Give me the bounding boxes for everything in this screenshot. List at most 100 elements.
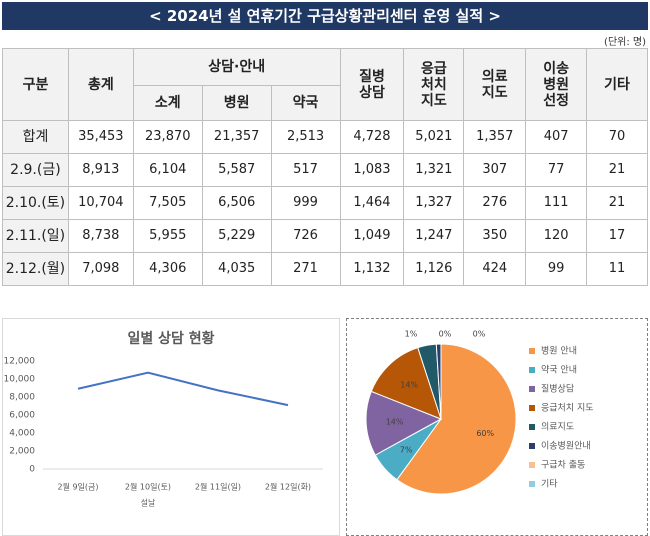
header-cell: 기타 xyxy=(586,48,648,121)
table-cell: 21 xyxy=(586,186,648,220)
table-row: 2.12.(월) 7,098 4,306 4,035 271 1,132 1,126 424 9… xyxy=(2,252,648,286)
header-cell: 의료 지도 xyxy=(463,48,527,121)
legend-swatch xyxy=(529,405,535,411)
table-cell: 120 xyxy=(525,219,588,253)
table-cell: 407 xyxy=(525,120,588,154)
table-row: 2.9.(금) 8,913 6,104 5,587 517 1,083 1,321 307 77… xyxy=(2,153,648,187)
table-cell: 2.12.(월) xyxy=(2,252,69,286)
pie-label: 7% xyxy=(400,445,413,454)
pie-label: 0% xyxy=(439,330,452,339)
table-cell: 8,738 xyxy=(67,219,134,253)
table-cell: 8,913 xyxy=(67,153,134,187)
table-cell: 307 xyxy=(463,153,527,187)
table-cell: 517 xyxy=(270,153,341,187)
legend-label: 기타 xyxy=(541,479,558,490)
y-tick-label: 8,000 xyxy=(9,393,35,403)
table-row: 합계 35,453 23,870 21,357 2,513 4,728 5,021 1,357… xyxy=(2,120,648,154)
table-cell: 21,357 xyxy=(201,120,272,154)
table-cell: 2,513 xyxy=(270,120,341,154)
table-cell: 1,049 xyxy=(339,219,405,253)
table-cell: 4,306 xyxy=(132,252,203,286)
legend-label: 의료지도 xyxy=(541,422,574,433)
header-cell: 질병 상담 xyxy=(339,48,405,121)
table-cell: 6,104 xyxy=(132,153,203,187)
table-cell: 350 xyxy=(463,219,527,253)
pie-slice xyxy=(396,343,517,495)
pie-label: 60% xyxy=(476,429,494,438)
table-cell: 1,132 xyxy=(339,252,405,286)
header-row: 구분 총계 상담·안내 질병 상담 응급 처치 지도 의료 지도 이송 병원 선정 기타 xyxy=(2,48,648,121)
table-cell: 5,021 xyxy=(403,120,465,154)
table-cell: 999 xyxy=(270,186,341,220)
y-tick-label: 6,000 xyxy=(9,411,35,421)
table-cell: 7,098 xyxy=(67,252,134,286)
table-cell: 111 xyxy=(525,186,588,220)
header-cell: 총계 xyxy=(67,48,134,121)
header-cell: 약국 xyxy=(270,85,341,121)
pie-label: 14% xyxy=(400,381,418,390)
legend-label: 병원 안내 xyxy=(541,346,577,357)
table-cell: 1,327 xyxy=(403,186,465,220)
legend-label: 이송병원안내 xyxy=(541,441,591,452)
table-cell: 99 xyxy=(525,252,588,286)
table-cell: 2.11.(일) xyxy=(2,219,69,253)
legend-label: 구급차 출동 xyxy=(541,459,585,471)
table-cell: 23,870 xyxy=(132,120,203,154)
table-cell: 424 xyxy=(463,252,527,286)
y-tick-label: 4,000 xyxy=(9,429,35,439)
table-cell: 4,035 xyxy=(201,252,272,286)
table-cell: 1,321 xyxy=(403,153,465,187)
header-cell: 병원 xyxy=(201,85,272,121)
table-cell: 11 xyxy=(586,252,648,286)
table-cell: 70 xyxy=(586,120,648,154)
table-cell: 6,506 xyxy=(201,186,272,220)
header-cell: 소계 xyxy=(132,85,203,121)
table-cell: 2.10.(토) xyxy=(2,186,69,220)
legend-swatch xyxy=(529,443,535,449)
table-cell: 7,505 xyxy=(132,186,203,220)
x-tick-label: 2월 12일(화) xyxy=(265,482,311,492)
pie-slice xyxy=(365,390,443,456)
table-cell: 726 xyxy=(270,219,341,253)
y-tick-label: 2,000 xyxy=(9,447,35,457)
legend-swatch xyxy=(529,462,535,468)
header-cell: 상담·안내 xyxy=(132,48,341,86)
title: < 2024년 설 연휴기간 구급상황관리센터 운영 실적 > xyxy=(2,2,648,30)
pie-label: 1% xyxy=(405,330,418,339)
table-cell: 합계 xyxy=(2,120,69,154)
x-tick-label: 2월 9일(금) xyxy=(57,482,98,492)
y-tick-label: 0 xyxy=(29,465,35,475)
chart-title: 일별 상담 현황 xyxy=(127,330,214,347)
legend-label: 질병상담 xyxy=(541,383,574,395)
table-cell: 21 xyxy=(586,153,648,187)
table-cell: 10,704 xyxy=(67,186,134,220)
line-chart: 일별 상담 현황 0 2,000 4,000 6,000 8,000 10,000 12,0… xyxy=(2,318,340,536)
legend-swatch xyxy=(529,348,535,354)
table-cell: 271 xyxy=(270,252,341,286)
table: 구분 총계 상담·안내 질병 상담 응급 처치 지도 의료 지도 이송 병원 선정 기타 소계 병… xyxy=(2,48,648,286)
table-row: 2.11.(일) 8,738 5,955 5,229 726 1,049 1,247 350 1… xyxy=(2,219,648,253)
legend-label: 응급처치 지도 xyxy=(541,402,594,414)
legend-label: 약국 안내 xyxy=(541,364,577,376)
x-axis-label: 설날 xyxy=(141,498,156,508)
table-cell: 5,229 xyxy=(201,219,272,253)
table-cell: 1,126 xyxy=(403,252,465,286)
table-cell: 1,083 xyxy=(339,153,405,187)
table-row: 2.10.(토) 10,704 7,505 6,506 999 1,464 1,327 276… xyxy=(2,186,648,220)
table-cell: 5,587 xyxy=(201,153,272,187)
legend-swatch xyxy=(529,424,535,430)
legend-swatch xyxy=(529,367,535,373)
legend-swatch xyxy=(529,386,535,392)
table-cell: 1,247 xyxy=(403,219,465,253)
header-row: 소계 병원 약국 xyxy=(3,85,648,121)
header-cell: 응급 처치 지도 xyxy=(403,48,465,121)
legend-swatch xyxy=(529,481,535,487)
header-cell: 구분 xyxy=(2,48,69,121)
x-tick-label: 2월 10일(토) xyxy=(125,482,171,492)
y-tick-label: 10,000 xyxy=(4,375,36,385)
pie-label: 0% xyxy=(473,330,486,339)
table-cell: 17 xyxy=(586,219,648,253)
table-cell: 35,453 xyxy=(67,120,134,154)
